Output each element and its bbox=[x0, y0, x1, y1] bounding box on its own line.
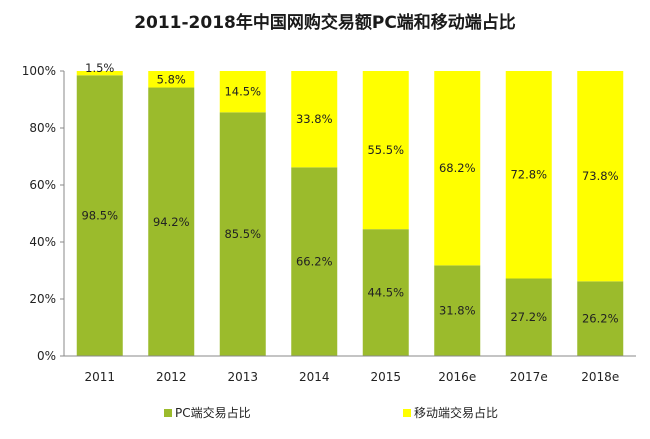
legend-label-pc: PC端交易占比 bbox=[175, 405, 251, 420]
y-tick-label: 20% bbox=[29, 292, 56, 306]
legend-label-mobile: 移动端交易占比 bbox=[414, 405, 498, 420]
data-label-pc: 94.2% bbox=[153, 215, 190, 229]
y-tick-label: 0% bbox=[37, 349, 56, 363]
bar-pc-2013 bbox=[219, 112, 266, 356]
chart-title: 2011-2018年中国网购交易额PC端和移动端占比 bbox=[134, 12, 516, 33]
bar-mobile-2016e bbox=[434, 71, 481, 266]
data-label-mobile: 5.8% bbox=[157, 72, 186, 86]
bar-mobile-2012 bbox=[148, 71, 195, 88]
data-label-pc: 31.8% bbox=[439, 304, 476, 318]
data-label-pc: 26.2% bbox=[582, 312, 619, 326]
x-tick-label: 2012 bbox=[156, 370, 187, 384]
x-tick-label: 2018e bbox=[581, 370, 619, 384]
bar-pc-2014 bbox=[291, 167, 338, 356]
bar-pc-2018e bbox=[577, 281, 624, 356]
data-label-pc: 27.2% bbox=[510, 310, 547, 324]
x-tick-label: 2016e bbox=[438, 370, 476, 384]
bar-mobile-2013 bbox=[219, 71, 266, 113]
bars: 98.5% 1.5% 94.2% 5.8% 85.5% 14.5% 66.2% 33.8% 44… bbox=[76, 61, 624, 357]
bar-pc-2012 bbox=[148, 87, 195, 356]
x-tick-label: 2015 bbox=[370, 370, 401, 384]
data-label-mobile: 14.5% bbox=[224, 85, 261, 99]
bar-pc-2011 bbox=[76, 75, 123, 357]
data-label-mobile: 1.5% bbox=[85, 61, 114, 75]
data-label-pc: 98.5% bbox=[81, 209, 118, 223]
legend-swatch-pc bbox=[164, 409, 172, 417]
y-axis: 0% 20% 40% 60% 80% 100% bbox=[22, 64, 65, 363]
data-label-mobile: 72.8% bbox=[510, 168, 547, 182]
x-tick-label: 2013 bbox=[227, 370, 258, 384]
data-label-mobile: 68.2% bbox=[439, 161, 476, 175]
bar-mobile-2015 bbox=[362, 71, 409, 230]
bar-mobile-2011 bbox=[76, 71, 123, 76]
data-label-mobile: 73.8% bbox=[582, 169, 619, 183]
y-tick-label: 60% bbox=[29, 178, 56, 192]
x-axis: 2011 2012 2013 2014 2015 2016e 2017e 2018e bbox=[64, 355, 636, 384]
legend-swatch-mobile bbox=[403, 409, 411, 417]
bar-mobile-2018e bbox=[577, 71, 624, 282]
y-tick-label: 40% bbox=[29, 235, 56, 249]
data-label-pc: 44.5% bbox=[367, 286, 404, 300]
bar-mobile-2014 bbox=[291, 71, 338, 168]
x-tick-label: 2017e bbox=[510, 370, 548, 384]
legend: PC端交易占比 移动端交易占比 bbox=[164, 405, 498, 420]
data-label-pc: 66.2% bbox=[296, 255, 333, 269]
x-tick-label: 2014 bbox=[299, 370, 330, 384]
data-label-pc: 85.5% bbox=[224, 227, 261, 241]
bar-pc-2017e bbox=[505, 278, 552, 356]
bar-pc-2016e bbox=[434, 265, 481, 356]
data-label-mobile: 55.5% bbox=[367, 143, 404, 157]
bar-pc-2015 bbox=[362, 229, 409, 356]
y-tick-label: 100% bbox=[22, 64, 56, 78]
x-tick-label: 2011 bbox=[84, 370, 115, 384]
bar-mobile-2017e bbox=[505, 71, 552, 279]
data-label-mobile: 33.8% bbox=[296, 112, 333, 126]
y-tick-label: 80% bbox=[29, 121, 56, 135]
